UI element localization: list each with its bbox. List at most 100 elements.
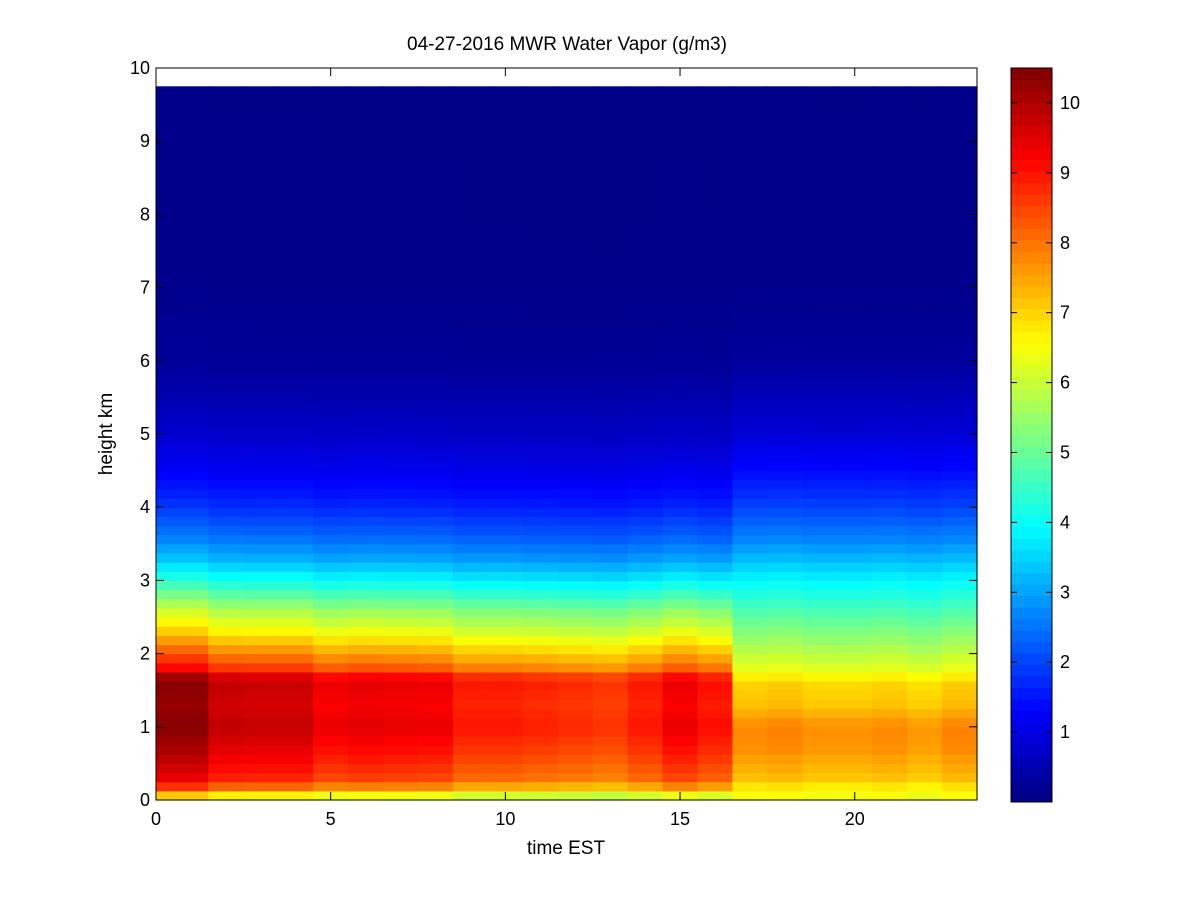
heatmap-cell [418, 324, 454, 334]
heatmap-cell [732, 488, 768, 499]
heatmap-cell [837, 415, 873, 426]
heatmap-cell [557, 424, 594, 435]
heatmap-cell [348, 534, 384, 545]
heatmap-cell [557, 525, 594, 536]
heatmap-cell [627, 717, 664, 728]
heatmap-cell [487, 296, 524, 307]
heatmap-cell [487, 534, 524, 545]
heatmap-cell [942, 589, 978, 600]
heatmap-cell [907, 388, 943, 398]
heatmap-cell [942, 379, 978, 389]
heatmap-cell [662, 589, 699, 600]
heatmap-cell [732, 251, 768, 261]
heatmap-cell [662, 498, 699, 508]
heatmap-cell [942, 690, 978, 700]
heatmap-cell [872, 443, 908, 453]
heatmap-cell [452, 708, 489, 719]
heatmap-cell [208, 223, 244, 234]
heatmap-cell [418, 287, 454, 298]
heatmap-cell [156, 205, 209, 215]
heatmap-cell [418, 104, 454, 115]
heatmap-cell [243, 205, 279, 215]
heatmap-cell [557, 260, 594, 270]
heatmap-cell [208, 305, 244, 316]
heatmap-cell [522, 424, 559, 435]
heatmap-cell [697, 424, 734, 435]
heatmap-cell [522, 150, 559, 161]
heatmap-cell [278, 626, 314, 636]
heatmap-cell [872, 186, 908, 197]
heatmap-cell [313, 141, 349, 151]
heatmap-cell [837, 95, 873, 106]
heatmap-cell [592, 571, 629, 581]
heatmap-cell [487, 196, 524, 206]
heatmap-cell [487, 415, 524, 426]
heatmap-cell [557, 635, 594, 646]
heatmap-cell [557, 662, 594, 673]
heatmap-cell [383, 196, 419, 206]
heatmap-cell [313, 781, 349, 792]
heatmap-cell [732, 214, 768, 225]
heatmap-cell [837, 607, 873, 618]
heatmap-cell [313, 763, 349, 774]
heatmap-cell [697, 379, 734, 389]
heatmap-cell [627, 214, 664, 225]
heatmap-cell [383, 488, 419, 499]
heatmap-cell [907, 132, 943, 142]
heatmap-cell [208, 424, 244, 435]
heatmap-cell [313, 552, 349, 563]
heatmap-cell [802, 781, 838, 792]
heatmap-cell [278, 516, 314, 527]
heatmap-cell [313, 644, 349, 655]
heatmap-cell [942, 754, 978, 764]
heatmap-cell [313, 507, 349, 517]
heatmap-cell [243, 177, 279, 188]
heatmap-cell [557, 470, 594, 481]
heatmap-cell [383, 168, 419, 179]
heatmap-cell [872, 681, 908, 691]
heatmap-cell [942, 351, 978, 362]
heatmap-cell [592, 754, 629, 764]
heatmap-cell [418, 141, 454, 151]
heatmap-cell [627, 571, 664, 581]
heatmap-cell [278, 607, 314, 618]
heatmap-cell [243, 196, 279, 206]
heatmap-cell [313, 232, 349, 243]
heatmap-cell [697, 763, 734, 774]
heatmap-cell [872, 406, 908, 417]
heatmap-cell [592, 562, 629, 572]
heatmap-cell [767, 296, 803, 307]
heatmap-cell [697, 735, 734, 746]
heatmap-cell [383, 159, 419, 170]
heatmap-cell [383, 443, 419, 453]
heatmap-cell [522, 342, 559, 353]
heatmap-cell [557, 461, 594, 472]
heatmap-cell [837, 543, 873, 554]
heatmap-cell [557, 479, 594, 490]
heatmap-cell [383, 754, 419, 764]
heatmap-cell [837, 598, 873, 609]
heatmap-cell [907, 589, 943, 600]
heatmap-cell [383, 415, 419, 426]
heatmap-cell [348, 95, 384, 106]
heatmap-cell [487, 617, 524, 627]
heatmap-cell [942, 424, 978, 435]
heatmap-cell [802, 443, 838, 453]
heatmap-cell [697, 726, 734, 737]
colorbar-segment [1011, 125, 1052, 138]
heatmap-cell [243, 534, 279, 545]
heatmap-cell [837, 397, 873, 408]
heatmap-cell [942, 717, 978, 728]
heatmap-cell [487, 443, 524, 453]
heatmap-cell [418, 443, 454, 453]
heatmap-cell [243, 726, 279, 737]
heatmap-cell [802, 607, 838, 618]
heatmap-cell [767, 177, 803, 188]
heatmap-cell [802, 662, 838, 673]
heatmap-cell [592, 406, 629, 417]
heatmap-cell [156, 122, 209, 133]
heatmap-cell [557, 617, 594, 627]
heatmap-cell [627, 589, 664, 600]
heatmap-cell [837, 150, 873, 161]
heatmap-cell [208, 717, 244, 728]
